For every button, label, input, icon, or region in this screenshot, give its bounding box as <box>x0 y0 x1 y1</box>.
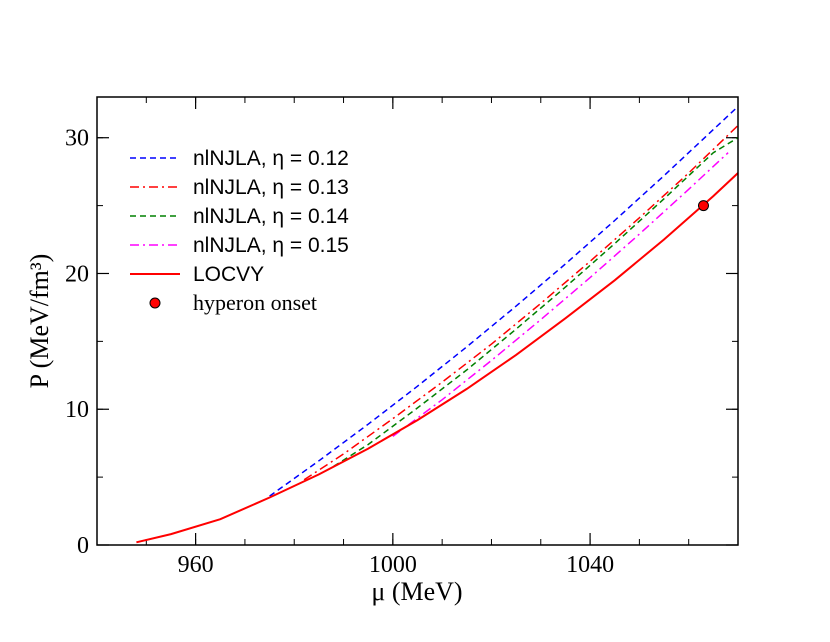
y-axis-title: P (MeV/fm³) <box>25 254 54 389</box>
legend: nlNJLA, η = 0.12 nlNJLA, η = 0.13 nlNJLA, … <box>130 147 349 315</box>
plot-frame <box>96 96 739 546</box>
legend-label-1: nlNJLA, η = 0.13 <box>193 176 349 199</box>
y-tick-label: 0 <box>77 533 89 559</box>
y-tick-label: 30 <box>65 126 89 152</box>
series-line-4 <box>136 172 739 544</box>
legend-label-3: nlNJLA, η = 0.15 <box>193 234 349 257</box>
legend-label-0: nlNJLA, η = 0.12 <box>193 147 349 170</box>
hyperon-onset-marker <box>697 200 709 212</box>
y-tick-label: 10 <box>65 397 89 423</box>
x-tick-label: 960 <box>178 552 214 578</box>
y-tick-label: 20 <box>65 261 89 287</box>
x-axis-title: μ (MeV) <box>371 577 462 606</box>
series-line-2 <box>333 137 739 467</box>
legend-label-4: LOCVY <box>193 263 264 286</box>
series-line-0 <box>269 105 739 497</box>
x-tick-label: 1040 <box>566 552 614 578</box>
series-line-3 <box>392 152 729 438</box>
legend-label-marker: hyperon onset <box>193 290 317 315</box>
series-line-1 <box>303 124 739 481</box>
x-tick-label: 1000 <box>369 552 417 578</box>
legend-marker-swatch <box>149 297 161 309</box>
legend-label-2: nlNJLA, η = 0.14 <box>193 205 349 228</box>
